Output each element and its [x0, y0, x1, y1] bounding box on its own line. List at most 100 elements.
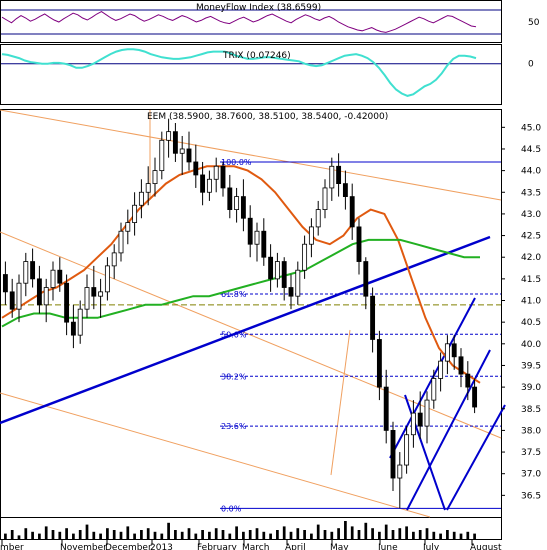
candle: [125, 209, 131, 245]
volume-bar: [17, 535, 21, 539]
candle-body: [118, 230, 124, 254]
candle-body: [2, 274, 8, 293]
channel-line-2: [0, 109, 502, 201]
candle-body: [322, 187, 328, 210]
volume-bar: [337, 528, 340, 539]
candle: [451, 335, 457, 370]
candle: [336, 153, 342, 197]
candle: [57, 257, 63, 292]
x-tick-label: December: [105, 543, 152, 550]
candle: [23, 252, 29, 297]
volume-bar: [146, 528, 150, 539]
volume-bar: [248, 530, 252, 539]
candle-body: [431, 378, 437, 401]
candle: [43, 278, 49, 323]
candle-body: [370, 295, 376, 340]
candle-body: [465, 373, 471, 388]
price-tick-label: 40.0: [521, 340, 541, 350]
x-tick-label: July: [422, 543, 440, 550]
candle-body: [308, 226, 314, 245]
candle-body: [132, 204, 138, 223]
volume-bar: [72, 533, 75, 539]
candle: [376, 330, 382, 401]
fib-label-1: 61.8%: [221, 290, 247, 299]
candle-body: [281, 261, 287, 288]
candle: [458, 348, 464, 388]
trendline-1: [389, 297, 476, 459]
volume-bar: [357, 530, 361, 539]
candle-body: [342, 183, 348, 197]
candle-body: [213, 165, 219, 180]
ma-fast-line: [1, 165, 481, 384]
volume-bar: [51, 530, 55, 539]
candle-body: [397, 464, 403, 479]
volume-bar: [276, 530, 279, 539]
volume-bar: [364, 522, 368, 539]
channel-line-1: [0, 392, 431, 518]
volume-bar: [44, 526, 48, 539]
candle-body: [234, 196, 240, 210]
price-tick-label: 40.5: [521, 318, 541, 328]
candle-body: [424, 399, 430, 427]
x-tick-label: mber: [0, 543, 24, 550]
candle: [9, 278, 15, 318]
x-tick-label: August: [470, 543, 502, 550]
x-tick-label: May: [330, 543, 349, 550]
candle-body: [410, 412, 416, 436]
volume-bar: [316, 524, 320, 539]
candle-body: [43, 287, 49, 306]
fib-label-5: 0.0%: [221, 504, 242, 513]
volume-bar: [330, 531, 334, 539]
candle-body: [247, 217, 253, 245]
candle: [404, 426, 410, 474]
candle-body: [295, 269, 301, 297]
price-title: EEM (38.5900, 38.7600, 38.5100, 38.5400,…: [147, 112, 388, 122]
volume-bar: [418, 530, 422, 539]
volume-bar: [350, 526, 354, 539]
candle-body: [349, 196, 355, 228]
candle-body: [268, 256, 274, 280]
candle: [206, 170, 212, 201]
x-tick-label: March: [242, 543, 269, 550]
candle-body: [186, 148, 192, 163]
volume-bar: [384, 524, 388, 539]
candle: [356, 218, 362, 275]
candle: [329, 157, 335, 201]
mfi-panel: 50: [1, 9, 540, 35]
volume-bar: [58, 531, 62, 539]
volume-bar: [31, 531, 34, 539]
volume-bar: [412, 531, 415, 539]
candle-body: [77, 308, 83, 336]
price-tick-label: 39.0: [521, 383, 541, 393]
price-tick-label: 36.5: [521, 491, 541, 501]
candle-body: [472, 386, 478, 408]
candle-body: [254, 230, 260, 245]
volume-bar: [214, 528, 218, 539]
candle-body: [288, 287, 294, 297]
candle-body: [390, 430, 396, 479]
price-tick-label: 37.0: [521, 470, 541, 480]
candle-body: [98, 291, 104, 297]
price-tick-label: 41.0: [521, 297, 541, 307]
candle: [308, 218, 314, 258]
candle: [91, 265, 97, 310]
volume-bar: [24, 528, 28, 539]
volume-bar: [310, 533, 313, 539]
candle-body: [376, 339, 382, 388]
volume-bar: [4, 533, 7, 539]
candle-body: [111, 252, 117, 267]
candle-body: [329, 165, 335, 189]
x-tick-label: 2013: [150, 543, 173, 550]
volume-bar: [85, 524, 89, 539]
volume-bar: [459, 533, 463, 539]
volume-bar: [119, 531, 123, 539]
candle-body: [125, 222, 131, 232]
candle-body: [417, 412, 423, 427]
volume-bar: [78, 530, 82, 539]
volume-bar: [126, 526, 130, 539]
price-tick-label: 37.5: [521, 448, 541, 458]
candle-body: [166, 131, 172, 141]
candle-body: [438, 360, 444, 379]
mfi-panel-frame: [0, 0, 502, 43]
candle: [227, 174, 233, 219]
